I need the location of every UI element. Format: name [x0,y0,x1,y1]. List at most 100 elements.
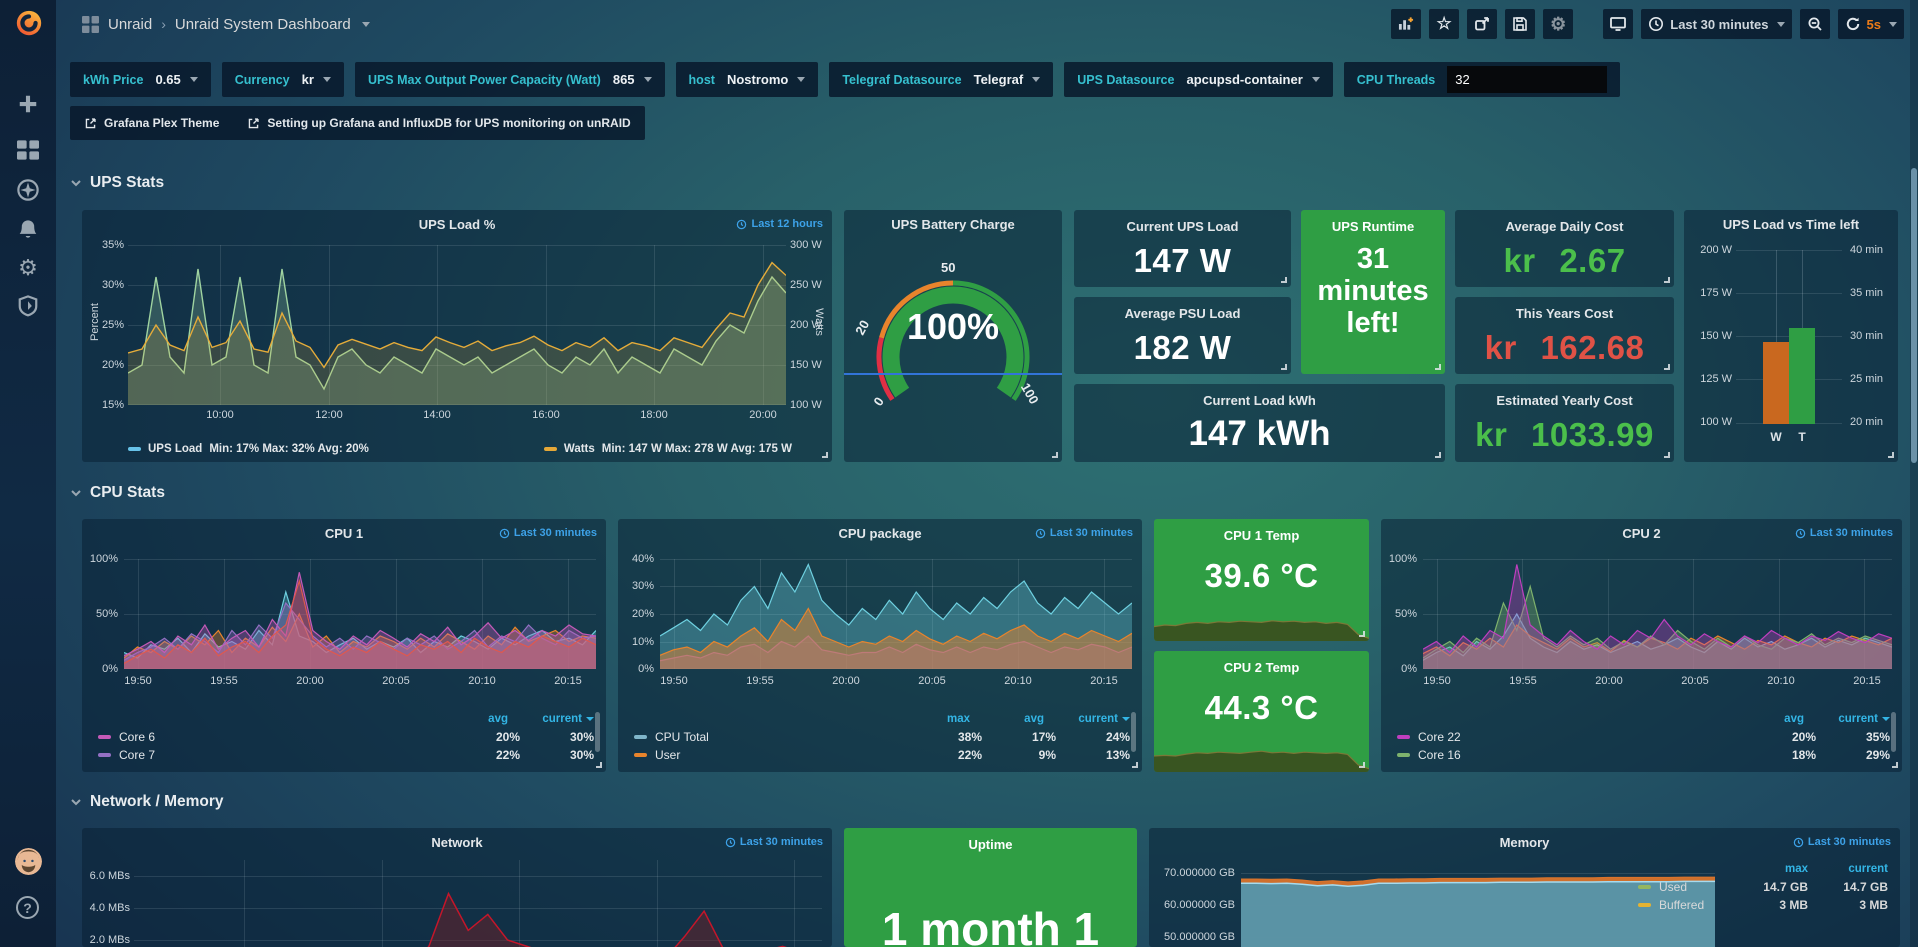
section-cpu-stats[interactable]: CPU Stats [70,484,165,502]
panel-resize-handle[interactable] [596,762,602,768]
legend-series-label[interactable]: Core 7 [119,748,156,762]
dashboard-settings-button[interactable]: ⚙ [1543,9,1574,39]
share-dashboard-button[interactable] [1467,9,1498,39]
panel-resize-handle[interactable] [822,452,828,458]
page-scrollbar[interactable] [1910,0,1918,947]
panel-title[interactable]: CPU 2 [1622,526,1661,541]
panel-time-range[interactable]: Last 12 hours [736,218,823,230]
stat-value: kr 162.68 [1484,329,1645,366]
legend-series-label[interactable]: Core 6 [119,730,156,744]
panel-resize-handle[interactable] [1888,452,1894,458]
caret-down-icon[interactable] [361,21,370,27]
legend-series-label[interactable]: Core 22 [1418,730,1461,744]
panel-time-range[interactable]: Last 30 minutes [1795,527,1893,539]
panel-resize-handle[interactable] [1132,762,1138,768]
legend-series-label[interactable]: User [655,748,681,762]
caret-down-icon [1889,21,1897,27]
panel-time-range[interactable]: Last 30 minutes [1793,836,1891,848]
series-swatch [98,735,111,739]
legend-col-current[interactable]: current [542,713,582,725]
legend-series-label[interactable]: UPS Load [148,443,203,455]
alerting-bell-icon[interactable] [16,218,40,242]
configuration-gear-icon[interactable]: ⚙ [18,255,38,280]
panel-resize-handle[interactable] [1435,452,1441,458]
variable-kwh-price[interactable]: kWh Price 0.65 [70,62,211,97]
series-swatch [98,753,111,757]
chevron-down-icon [71,799,81,806]
panel-resize-handle[interactable] [1664,364,1670,370]
battery-gauge: 0 20 50 100 [852,260,1053,422]
section-network-memory[interactable]: Network / Memory [70,793,224,811]
refresh-button[interactable]: 5s [1837,9,1904,39]
variable-telegraf-datasource[interactable]: Telegraf Datasource Telegraf [829,62,1054,97]
link-ups-monitoring-guide[interactable]: Setting up Grafana and InfluxDB for UPS … [247,116,631,130]
legend-col-current[interactable]: current [1838,713,1878,725]
star-dashboard-button[interactable]: ☆ [1429,9,1460,39]
explore-icon[interactable] [16,178,40,202]
legend-series-label[interactable]: CPU Total [655,730,709,744]
breadcrumb-app[interactable]: Unraid [108,15,153,33]
dashboards-icon[interactable] [16,138,40,162]
legend-col-avg[interactable]: avg [1784,713,1804,725]
panel-resize-handle[interactable] [1359,762,1365,768]
panel-title[interactable]: CPU package [838,526,922,541]
panel-resize-handle[interactable] [1664,452,1670,458]
variable-currency[interactable]: Currency kr [221,62,344,97]
legend-scrollbar[interactable] [1131,712,1136,752]
panel-time-range[interactable]: Last 30 minutes [725,836,823,848]
panel-title[interactable]: UPS Load % [418,217,496,232]
variable-ups-max-output[interactable]: UPS Max Output Power Capacity (Watt) 865 [354,62,665,97]
variable-ups-datasource[interactable]: UPS Datasource apcupsd-container [1064,62,1333,97]
stat-value: 39.6 °C [1204,557,1319,594]
panel-title[interactable]: Memory [1499,835,1550,850]
legend-series-label[interactable]: Buffered [1659,898,1705,912]
panel-time-range[interactable]: Last 30 minutes [499,527,597,539]
help-icon[interactable]: ? [16,896,39,919]
panel-average-psu-load: Average PSU Load 182 W [1074,297,1291,374]
panel-time-range[interactable]: Last 30 minutes [1035,527,1133,539]
series-swatch [543,447,557,451]
panel-resize-handle[interactable] [1435,364,1441,370]
panel-resize-handle[interactable] [1664,277,1670,283]
legend-col-max[interactable]: max [946,713,970,725]
panel-resize-handle[interactable] [1052,452,1058,458]
legend-col-current[interactable]: current [1848,863,1888,875]
panel-title[interactable]: CPU 1 [324,526,364,541]
panel-resize-handle[interactable] [1281,364,1287,370]
panel-resize-handle[interactable] [1281,277,1287,283]
grafana-logo-icon[interactable] [14,8,44,38]
section-ups-stats[interactable]: UPS Stats [70,174,164,192]
legend-scrollbar[interactable] [1891,712,1896,752]
cpu-threads-input[interactable] [1447,66,1608,93]
legend-col-avg[interactable]: avg [488,713,508,725]
legend-col-avg[interactable]: avg [1024,713,1044,725]
panel-title[interactable]: UPS Load vs Time left [1722,217,1860,232]
legend-col-max[interactable]: max [1784,863,1808,875]
user-avatar[interactable] [15,848,42,875]
dashboard-grid-icon[interactable] [82,15,99,33]
legend-series-label[interactable]: Watts [563,443,595,455]
gauge-value: 100% [906,306,1000,347]
panel-resize-handle[interactable] [1892,762,1898,768]
panel-resize-handle[interactable] [1359,631,1365,637]
cpu-package-chart [660,559,1132,669]
panel-title[interactable]: Network [431,835,483,850]
create-icon[interactable] [16,92,40,116]
server-admin-shield-icon[interactable] [16,294,40,318]
add-panel-button[interactable] [1391,9,1422,39]
caret-down-icon [189,77,198,82]
zoom-out-button[interactable] [1799,9,1830,39]
legend-col-current[interactable]: current [1078,713,1118,725]
legend-series-label[interactable]: Core 16 [1418,748,1461,762]
scrollbar-thumb[interactable] [1911,168,1917,463]
tv-kiosk-button[interactable] [1603,9,1634,39]
time-range-picker[interactable]: Last 30 minutes [1641,9,1792,39]
star-icon: ☆ [1436,14,1452,33]
save-dashboard-button[interactable] [1505,9,1536,39]
dashboard-title[interactable]: Unraid System Dashboard [174,15,351,33]
legend-series-label[interactable]: Used [1659,880,1688,894]
panel-title[interactable]: UPS Battery Charge [891,217,1015,232]
link-grafana-plex-theme[interactable]: Grafana Plex Theme [84,116,219,130]
variable-host[interactable]: host Nostromo [675,62,819,97]
legend-scrollbar[interactable] [595,712,600,752]
